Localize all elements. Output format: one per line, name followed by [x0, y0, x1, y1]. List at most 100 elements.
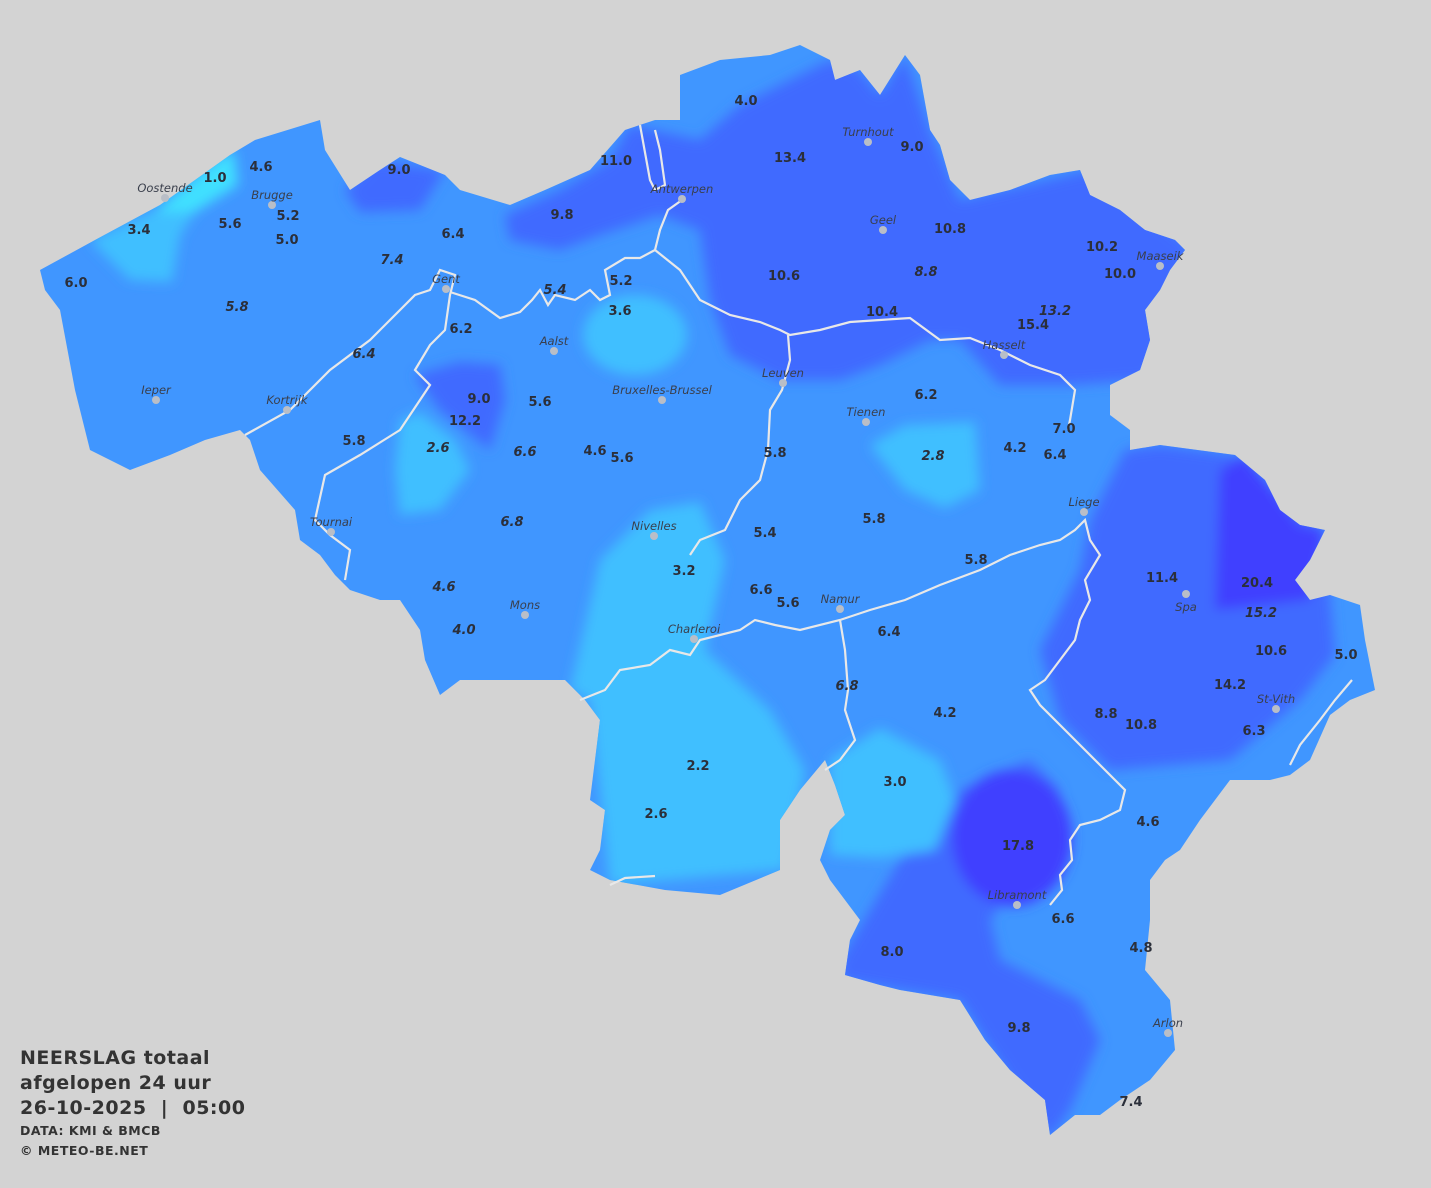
- class-low-area-coast: [90, 212, 195, 282]
- station-value: 8.8: [1094, 707, 1117, 722]
- city-label: Libramont: [988, 888, 1047, 902]
- station-value: 13.2: [1039, 304, 1071, 319]
- station-value: 9.0: [900, 140, 923, 155]
- river-leie-schelde: [244, 268, 457, 581]
- city-label: Brugge: [251, 188, 293, 202]
- separator: |: [160, 1097, 169, 1119]
- station-value: 3.4: [127, 223, 150, 238]
- station-value: 4.2: [1003, 441, 1026, 456]
- station-value: 4.6: [249, 160, 272, 175]
- city-label: Spa: [1175, 600, 1197, 614]
- city-label: Ieper: [141, 383, 172, 397]
- station-value: 9.8: [550, 208, 573, 223]
- station-value: 5.8: [342, 434, 365, 449]
- city-marker: [836, 605, 844, 613]
- station-value: 1.0: [203, 171, 226, 186]
- city-marker: [550, 347, 558, 355]
- station-value: 7.4: [1119, 1095, 1142, 1110]
- station-value: 5.8: [225, 300, 248, 315]
- city-label: Tournai: [310, 515, 353, 529]
- station-value: 9.8: [1007, 1021, 1030, 1036]
- city-label: Antwerpen: [650, 182, 714, 196]
- station-value: 5.6: [610, 451, 633, 466]
- station-value: 4.8: [1129, 941, 1152, 956]
- class-very-low-area: [150, 150, 238, 222]
- city-marker: [879, 226, 887, 234]
- city-label: Nivelles: [631, 519, 676, 533]
- station-value: 4.6: [583, 444, 606, 459]
- city-marker: [1000, 351, 1008, 359]
- city-label: Arlon: [1152, 1016, 1183, 1030]
- station-value: 2.8: [921, 449, 944, 464]
- river-dijle-demer: [654, 249, 1077, 431]
- station-value: 10.8: [1125, 718, 1157, 733]
- city-marker: [268, 201, 276, 209]
- station-value: 5.0: [275, 233, 298, 248]
- city-marker: [1272, 705, 1280, 713]
- station-value: 10.0: [1104, 267, 1136, 282]
- station-value: 6.6: [513, 445, 536, 460]
- station-value: 5.6: [776, 596, 799, 611]
- city-marker: [779, 379, 787, 387]
- class-low-area-ardennes-west: [830, 728, 955, 858]
- date: 26-10-2025: [20, 1097, 147, 1119]
- class-high-area-north: [505, 55, 1190, 385]
- station-value: 4.6: [431, 580, 455, 595]
- station-value: 2.6: [644, 807, 667, 822]
- city-marker: [1080, 508, 1088, 516]
- station-value: 7.4: [380, 253, 403, 268]
- station-value: 8.0: [880, 945, 903, 960]
- class-high-area-aalst: [415, 362, 505, 450]
- city-label: Oostende: [137, 181, 192, 195]
- city-marker: [1013, 901, 1021, 909]
- city-label: St-Vith: [1257, 692, 1295, 706]
- city-label: Tienen: [847, 405, 886, 419]
- river-dijle-south: [689, 334, 792, 556]
- city-label: Gent: [432, 272, 460, 286]
- city-label: Mons: [510, 598, 540, 612]
- class-low-area-brussels-north: [583, 295, 687, 375]
- station-value: 14.2: [1214, 678, 1246, 693]
- city-marker: [1182, 590, 1190, 598]
- class-low-area-charleroi: [570, 502, 805, 885]
- station-value: 6.8: [835, 679, 858, 694]
- legend-title: NEERSLAG totaal: [20, 1046, 245, 1071]
- station-value: 6.4: [1043, 448, 1066, 463]
- class-very-high-area-east: [1215, 455, 1325, 610]
- station-value: 6.6: [749, 583, 772, 598]
- city-label: Maaseik: [1137, 249, 1185, 263]
- station-value: 3.0: [883, 775, 906, 790]
- station-value: 11.0: [600, 154, 632, 169]
- title-line-1: NEERSLAG totaal: [20, 1047, 211, 1069]
- station-value: 5.6: [218, 217, 241, 232]
- city-marker: [650, 532, 658, 540]
- river-scheldt-estuary: [638, 124, 667, 192]
- city-label: Hasselt: [983, 338, 1026, 352]
- station-value: 5.2: [276, 209, 299, 224]
- station-value: 5.8: [862, 512, 885, 527]
- station-value: 20.4: [1241, 576, 1273, 591]
- title-line-2: afgelopen 24 uur: [20, 1072, 212, 1094]
- station-value: 6.4: [441, 227, 464, 242]
- city-layer: Oostende Brugge Gent Ieper Kortrijk Aalst Antw…: [137, 125, 1295, 1037]
- city-marker: [862, 418, 870, 426]
- river-semois: [609, 874, 656, 886]
- station-value: 7.0: [1052, 422, 1075, 437]
- data-source: DATA: KMI & BMCB: [20, 1123, 161, 1138]
- station-value: 3.2: [672, 564, 695, 579]
- station-value: 10.2: [1086, 240, 1118, 255]
- city-marker: [1156, 262, 1164, 270]
- city-label: Turnhout: [842, 125, 894, 139]
- class-low-area-west: [395, 412, 470, 515]
- station-value: 17.8: [1002, 839, 1034, 854]
- station-value: 5.4: [753, 526, 776, 541]
- city-marker: [678, 195, 686, 203]
- station-value: 6.4: [352, 347, 375, 362]
- city-label: Charleroi: [668, 622, 721, 636]
- city-marker: [161, 194, 169, 202]
- city-marker: [658, 396, 666, 404]
- river-ourthe: [1289, 679, 1353, 766]
- city-label: Leuven: [762, 366, 804, 380]
- station-value: 8.8: [914, 265, 937, 280]
